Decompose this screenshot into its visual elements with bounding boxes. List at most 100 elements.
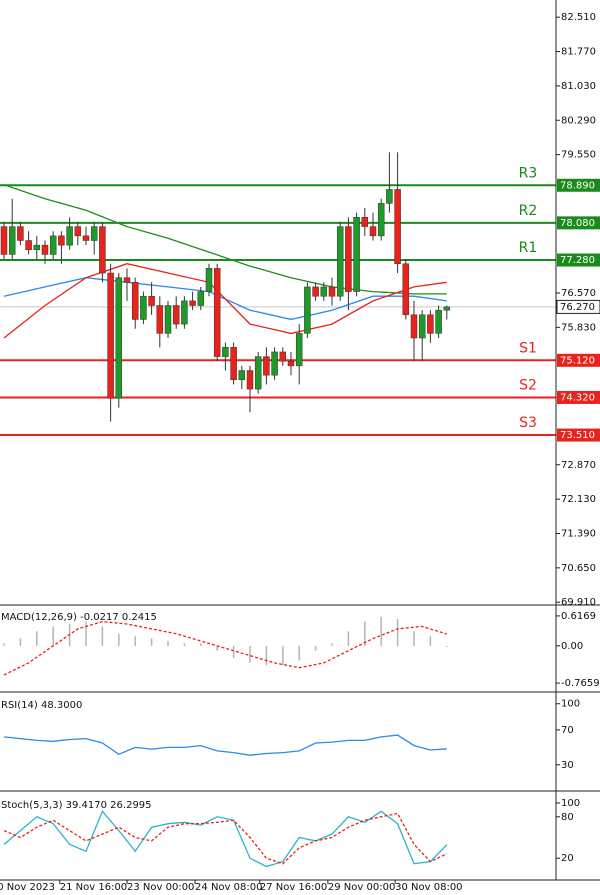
level-badge: [557, 428, 600, 442]
candle-body: [386, 189, 393, 204]
y-tick-label: 79.550: [561, 150, 596, 161]
candle-body: [17, 226, 24, 241]
candle-body: [394, 189, 401, 264]
y-tick-label: 72.870: [561, 460, 596, 471]
candle-body: [82, 235, 90, 241]
level-name: S1: [519, 340, 537, 356]
level-badge: [557, 390, 600, 404]
candle-body: [295, 333, 303, 367]
candle-body: [312, 286, 319, 297]
candle-body: [271, 351, 278, 376]
last-price-badge: [556, 299, 600, 314]
indicator-line: [3, 810, 448, 868]
candle-body: [369, 226, 377, 237]
candle-body: [90, 226, 98, 241]
level-price: 77.280: [560, 255, 595, 266]
candle-body: [156, 305, 164, 334]
x-tick-label: 27 Nov 16:00: [260, 882, 327, 893]
candle-body: [361, 217, 369, 227]
candle-body: [123, 277, 131, 283]
y-tick-label: 0.00: [561, 641, 583, 652]
y-tick-label: 81.770: [561, 47, 596, 58]
y-tick-label: 81.030: [561, 81, 596, 92]
moving-average: [3, 184, 447, 295]
level-name: R2: [519, 203, 538, 219]
candle-body: [131, 282, 139, 320]
candle-body: [279, 351, 287, 362]
candle-body: [33, 244, 41, 251]
candle-body: [0, 226, 8, 255]
candle-body: [435, 309, 442, 334]
y-tick-label: 69.910: [561, 597, 596, 608]
y-tick-label: 80.290: [561, 115, 596, 126]
indicator-line: [3, 734, 447, 756]
candle-body: [410, 314, 418, 339]
y-tick-label: 72.130: [561, 494, 596, 505]
y-tick-label: 70.650: [561, 563, 596, 574]
level-badge: [557, 253, 600, 267]
x-tick-label: 30 Nov 08:00: [395, 882, 462, 893]
candle-body: [222, 347, 229, 357]
candle-body: [263, 356, 270, 376]
candle-body: [49, 235, 57, 255]
y-tick-label: 80: [561, 812, 574, 823]
macd-signal: [3, 620, 447, 676]
candle-body: [418, 314, 426, 339]
candle-body: [115, 277, 123, 399]
y-tick-label: 30: [561, 760, 574, 771]
panel-title: RSI(14) 48.3000: [1, 700, 82, 711]
candle-body: [402, 263, 410, 316]
candle-body: [254, 356, 262, 390]
moving-average: [3, 263, 447, 339]
indicator-line: [3, 812, 448, 865]
candle-body: [443, 306, 451, 311]
y-tick-label: 75.830: [561, 322, 596, 333]
level-price: 78.890: [560, 180, 595, 191]
level-name: S3: [519, 415, 537, 431]
candle-body: [99, 226, 106, 274]
y-tick-label: 100: [561, 699, 580, 710]
level-name: R1: [519, 240, 538, 256]
level-badge: [557, 178, 600, 192]
candle-body: [205, 268, 213, 292]
y-tick-label: -0.7659: [561, 678, 600, 689]
candle-body: [213, 268, 221, 357]
candle-body: [148, 295, 155, 306]
level-badge: [557, 216, 600, 230]
candle-body: [377, 203, 385, 237]
candle-body: [336, 226, 344, 297]
y-tick-label: 70: [561, 725, 574, 736]
candle-body: [107, 272, 114, 399]
candle-body: [246, 370, 254, 390]
x-tick-label: 24 Nov 08:00: [195, 882, 262, 893]
level-price: 73.510: [560, 430, 595, 441]
candle-body: [181, 300, 188, 325]
candle-body: [58, 235, 65, 246]
candle-body: [320, 286, 328, 297]
candle-body: [427, 314, 434, 334]
level-badge: [557, 353, 600, 367]
candle-body: [287, 360, 295, 367]
level-price: 74.320: [560, 392, 595, 403]
candle-body: [304, 286, 311, 334]
y-tick-label: 20: [561, 853, 574, 864]
level-name: S2: [519, 377, 537, 393]
candle-body: [164, 305, 172, 334]
candle-body: [140, 295, 147, 320]
candle-body: [353, 217, 360, 292]
y-tick-label: 76.570: [561, 288, 596, 299]
candle-body: [230, 347, 237, 381]
candle-body: [66, 226, 73, 246]
y-tick-label: 100: [561, 798, 580, 809]
x-tick-label: 23 Nov 00:00: [127, 882, 194, 893]
candle-body: [345, 226, 352, 292]
last-price-label: 76.270: [560, 302, 595, 313]
level-price: 75.120: [560, 355, 595, 366]
candle-body: [238, 370, 246, 381]
x-tick-label: 21 Nov 16:00: [60, 882, 127, 893]
y-tick-label: 82.510: [561, 12, 596, 23]
candle-body: [197, 291, 205, 306]
moving-average: [3, 277, 447, 321]
